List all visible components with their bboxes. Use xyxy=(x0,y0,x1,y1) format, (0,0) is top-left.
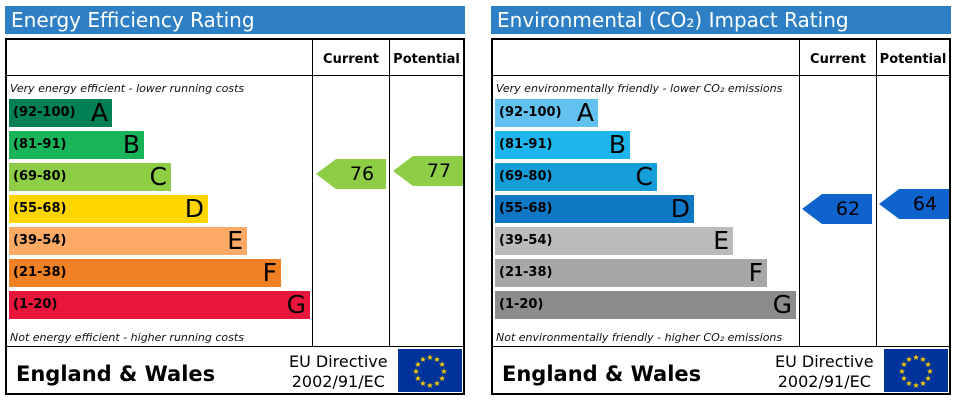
svg-text:★: ★ xyxy=(900,360,907,369)
potential-rating-arrow: 77 xyxy=(393,156,463,186)
energy-efficiency-panel: Energy Efficiency Rating Current Potenti… xyxy=(5,6,465,401)
band-range: (1-20) xyxy=(13,297,58,312)
band-letter: A xyxy=(576,98,594,127)
svg-text:★: ★ xyxy=(925,374,932,383)
band-a: (92-100) A xyxy=(9,98,112,127)
potential-rating-arrow: 64 xyxy=(879,189,949,219)
current-rating-arrow: 76 xyxy=(316,159,386,189)
potential-rating-arrow-value: 77 xyxy=(426,160,452,182)
band-range: (92-100) xyxy=(499,105,562,120)
band-range: (69-80) xyxy=(499,169,553,184)
band-g: (1-20) G xyxy=(9,290,310,319)
bottom-note: Not energy efficient - higher running co… xyxy=(10,331,244,344)
band-range: (1-20) xyxy=(499,297,544,312)
svg-text:★: ★ xyxy=(426,381,433,390)
svg-text:★: ★ xyxy=(426,353,433,362)
band-d: (55-68) D xyxy=(495,194,694,223)
svg-text:★: ★ xyxy=(433,379,440,388)
eu-flag-icon: ★ ★ ★ ★ ★ ★ ★ ★ ★ ★ ★ ★ xyxy=(398,349,462,392)
band-range: (55-68) xyxy=(499,201,553,216)
band-letter: F xyxy=(748,258,763,287)
current-rating-arrow: 62 xyxy=(802,194,872,224)
band-letter: E xyxy=(713,226,729,255)
rating-table: Current Potential Very energy efficient … xyxy=(5,38,465,395)
potential-column-header: Potential xyxy=(393,52,460,67)
footer-region: England & Wales xyxy=(16,362,216,386)
band-letter: F xyxy=(262,258,277,287)
band-f: (21-38) F xyxy=(9,258,281,287)
band-letter: G xyxy=(286,290,306,319)
band-c: (69-80) C xyxy=(495,162,657,191)
band-range: (69-80) xyxy=(13,169,67,184)
directive-line1: EU Directive xyxy=(289,352,388,371)
band-range: (39-54) xyxy=(13,233,67,248)
svg-text:★: ★ xyxy=(925,360,932,369)
band-range: (81-91) xyxy=(499,137,553,152)
svg-text:★: ★ xyxy=(905,379,912,388)
top-note: Very environmentally friendly - lower CO… xyxy=(496,82,783,95)
band-letter: G xyxy=(772,290,792,319)
current-rating-arrow-value: 76 xyxy=(349,163,375,185)
environmental-impact-panel: Environmental (CO₂) Impact Rating Curren… xyxy=(491,6,951,401)
eu-flag-icon: ★ ★ ★ ★ ★ ★ ★ ★ ★ ★ ★ ★ xyxy=(884,349,948,392)
panel-title: Energy Efficiency Rating xyxy=(5,6,465,34)
svg-text:★: ★ xyxy=(419,355,426,364)
band-d: (55-68) D xyxy=(9,194,208,223)
current-rating-arrow-value: 62 xyxy=(835,198,861,220)
panel-title: Environmental (CO₂) Impact Rating xyxy=(491,6,951,34)
svg-text:★: ★ xyxy=(912,353,919,362)
band-f: (21-38) F xyxy=(495,258,767,287)
current-column-header: Current xyxy=(810,52,866,67)
directive-line2: 2002/91/EC xyxy=(777,372,871,391)
svg-text:★: ★ xyxy=(905,355,912,364)
svg-text:★: ★ xyxy=(439,360,446,369)
band-e: (39-54) E xyxy=(495,226,733,255)
footer-directive: EU Directive 2002/91/EC xyxy=(289,352,388,392)
footer-region: England & Wales xyxy=(502,362,702,386)
svg-text:★: ★ xyxy=(433,355,440,364)
band-range: (21-38) xyxy=(13,265,67,280)
top-note: Very energy efficient - lower running co… xyxy=(10,82,245,95)
band-c: (69-80) C xyxy=(9,162,171,191)
band-b: (81-91) B xyxy=(495,130,630,159)
svg-text:★: ★ xyxy=(440,367,447,376)
current-column-header: Current xyxy=(323,52,379,67)
band-letter: C xyxy=(635,162,653,191)
band-letter: B xyxy=(608,130,626,159)
footer-directive: EU Directive 2002/91/EC xyxy=(775,352,874,392)
svg-text:★: ★ xyxy=(898,367,905,376)
band-letter: C xyxy=(149,162,167,191)
band-b: (81-91) B xyxy=(9,130,144,159)
svg-text:★: ★ xyxy=(926,367,933,376)
svg-text:★: ★ xyxy=(419,379,426,388)
band-letter: A xyxy=(90,98,108,127)
band-letter: B xyxy=(122,130,140,159)
bottom-note: Not environmentally friendly - higher CO… xyxy=(496,331,783,344)
svg-text:★: ★ xyxy=(414,360,421,369)
band-a: (92-100) A xyxy=(495,98,598,127)
band-range: (55-68) xyxy=(13,201,67,216)
band-g: (1-20) G xyxy=(495,290,796,319)
svg-text:★: ★ xyxy=(412,367,419,376)
svg-text:★: ★ xyxy=(414,374,421,383)
svg-text:★: ★ xyxy=(919,379,926,388)
directive-line2: 2002/91/EC xyxy=(291,372,385,391)
band-letter: E xyxy=(227,226,243,255)
svg-text:★: ★ xyxy=(919,355,926,364)
potential-rating-arrow-value: 64 xyxy=(912,193,938,215)
band-range: (39-54) xyxy=(499,233,553,248)
svg-text:★: ★ xyxy=(912,381,919,390)
band-letter: D xyxy=(670,194,690,223)
rating-table: Current Potential Very environmentally f… xyxy=(491,38,951,395)
svg-text:★: ★ xyxy=(439,374,446,383)
band-range: (92-100) xyxy=(13,105,76,120)
svg-text:★: ★ xyxy=(900,374,907,383)
directive-line1: EU Directive xyxy=(775,352,874,371)
potential-column-header: Potential xyxy=(879,52,947,67)
band-letter: D xyxy=(184,194,204,223)
band-range: (81-91) xyxy=(13,137,67,152)
band-range: (21-38) xyxy=(499,265,553,280)
band-e: (39-54) E xyxy=(9,226,247,255)
